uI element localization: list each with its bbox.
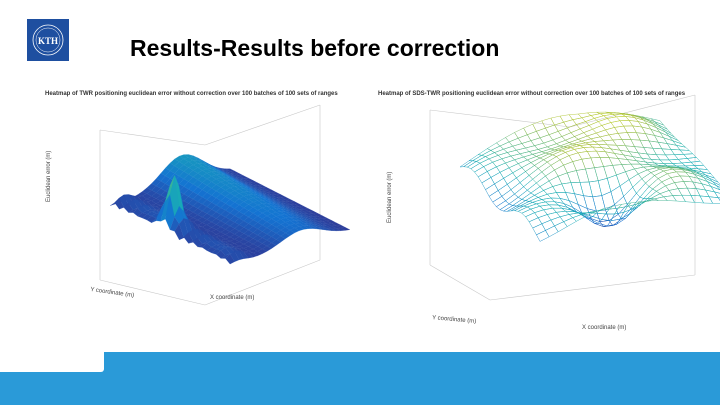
footer-bar (0, 352, 720, 405)
slide-title: Results-Results before correction (130, 35, 500, 61)
twr-axes-box (99, 104, 321, 306)
x-axis-label-twr: X coordinate (m) (210, 295, 255, 301)
sds-twr-error-plot: Heatmap of SDS-TWR positioning euclidean… (370, 85, 720, 335)
twr-error-plot: Heatmap of TWR positioning euclidean err… (30, 85, 360, 310)
z-axis-label-twr: Euclidean error (m) (46, 150, 52, 202)
sds-twr-surface-plot (429, 94, 720, 301)
kth-logo-mark: KTH (27, 19, 69, 61)
sds-twr-axes-box (429, 94, 696, 301)
footer-corner (0, 352, 104, 372)
plot-title-twr: Heatmap of TWR positioning euclidean err… (45, 91, 338, 97)
sds-twr-error-surface (459, 111, 720, 242)
kth-logo: KTH (27, 19, 69, 61)
twr-error-surface (109, 154, 351, 265)
twr-surface-plot (99, 104, 351, 306)
plot-title-sds-twr: Heatmap of SDS-TWR positioning euclidean… (378, 91, 686, 97)
z-axis-label-sds-twr: Euclidean error (m) (387, 171, 393, 223)
logo-text: KTH (38, 36, 58, 46)
x-axis-label-sds-twr: X coordinate (m) (582, 325, 627, 331)
